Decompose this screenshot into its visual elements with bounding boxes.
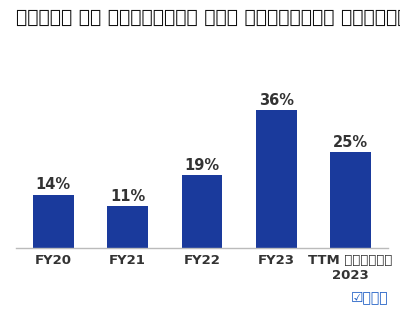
Text: 36%: 36% xyxy=(259,93,294,108)
Bar xyxy=(182,175,222,248)
Bar xyxy=(330,153,371,248)
Bar xyxy=(33,194,74,248)
Bar xyxy=(107,206,148,248)
Bar xyxy=(256,110,297,248)
Text: कंपनी के रेवेन्यू में सिंथेसिस बिज़नस की हिस्सेदारी: कंपनी के रेवेन्यू में सिंथेसिस बिज़नस की… xyxy=(16,8,400,27)
Text: 25%: 25% xyxy=(333,135,368,150)
Text: 19%: 19% xyxy=(184,158,220,173)
Text: 11%: 11% xyxy=(110,189,145,204)
Text: 14%: 14% xyxy=(36,177,71,192)
Text: ☑धनक: ☑धनक xyxy=(350,290,388,304)
